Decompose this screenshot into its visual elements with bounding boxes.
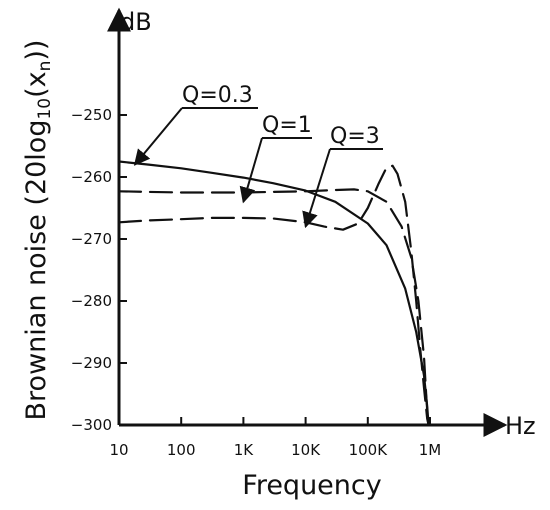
x-unit-label: Hz <box>505 412 536 440</box>
y-tick-label: −280 <box>71 292 112 310</box>
y-tick-label: −270 <box>71 230 112 248</box>
y-tick-label: −300 <box>71 416 112 434</box>
y-ticks-group: −250 −260 −270 −280 −290 −300 <box>71 106 127 434</box>
annotation-label-q-0-3: Q=0.3 <box>182 83 253 108</box>
x-tick-label: 10 <box>109 441 128 459</box>
annotation-arrow <box>133 107 183 166</box>
annotation-arrow <box>239 137 263 204</box>
y-tick-label: −260 <box>71 168 112 186</box>
x-tick-label: 1M <box>419 441 442 459</box>
y-tick-label: −250 <box>71 106 112 124</box>
series-line-q-1 <box>117 188 430 427</box>
series-group <box>117 160 430 427</box>
series-line-q-3 <box>117 164 430 427</box>
x-tick-label: 100K <box>349 441 389 459</box>
y-axis-title: Brownian noise (20log10(xn)) <box>21 40 55 421</box>
y-unit-label: dB <box>120 8 152 36</box>
series-line-q-0-3 <box>117 160 430 427</box>
annotation-arrow <box>302 148 331 229</box>
annotation-label-q-3: Q=3 <box>330 124 380 149</box>
x-axis-title: Frequency <box>242 470 382 501</box>
x-ticks-group: 10 100 1K 10K 100K 1M <box>109 417 441 459</box>
annotation-label-q-1: Q=1 <box>262 113 312 138</box>
annotation-group: Q=0.3 Q=1 Q=3 <box>133 83 383 229</box>
y-tick-label: −290 <box>71 354 112 372</box>
x-tick-label: 10K <box>291 441 321 459</box>
x-tick-label: 1K <box>234 441 255 459</box>
x-tick-label: 100 <box>167 441 196 459</box>
